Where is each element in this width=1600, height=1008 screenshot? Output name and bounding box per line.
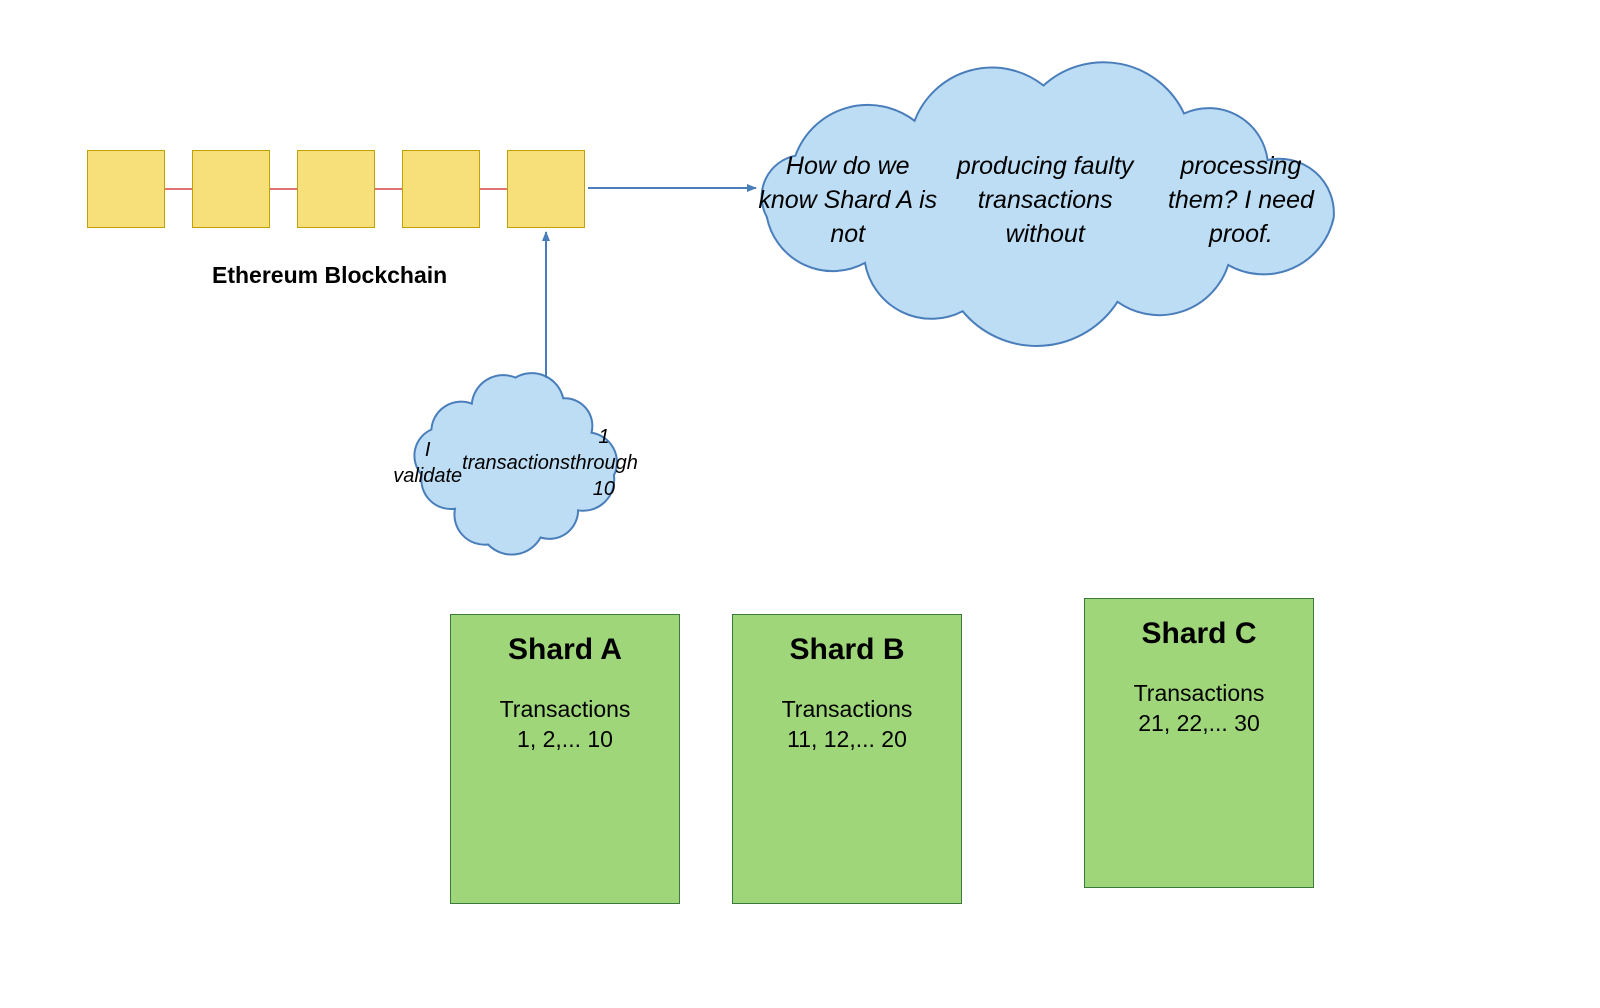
shard-body: Transactions21, 22,... 30	[1085, 679, 1313, 739]
blockchain-block-4	[402, 150, 480, 228]
shard-box-c: Shard C Transactions21, 22,... 30	[1084, 598, 1314, 888]
shard-body: Transactions1, 2,... 10	[451, 695, 679, 755]
blockchain-block-3	[297, 150, 375, 228]
shard-box-a: Shard A Transactions1, 2,... 10	[450, 614, 680, 904]
cloud-question-text: How do we know Shard A is notproducing f…	[756, 86, 1331, 316]
blockchain-label: Ethereum Blockchain	[212, 262, 447, 289]
shard-body: Transactions11, 12,... 20	[733, 695, 961, 755]
shard-title: Shard C	[1085, 617, 1313, 651]
shard-title: Shard A	[451, 633, 679, 667]
blockchain-block-5	[507, 150, 585, 228]
shard-title: Shard B	[733, 633, 961, 667]
blockchain-block-1	[87, 150, 165, 228]
blockchain-block-2	[192, 150, 270, 228]
cloud-validate-text: I validatetransactions1 through 10	[418, 378, 613, 548]
shard-box-b: Shard B Transactions11, 12,... 20	[732, 614, 962, 904]
